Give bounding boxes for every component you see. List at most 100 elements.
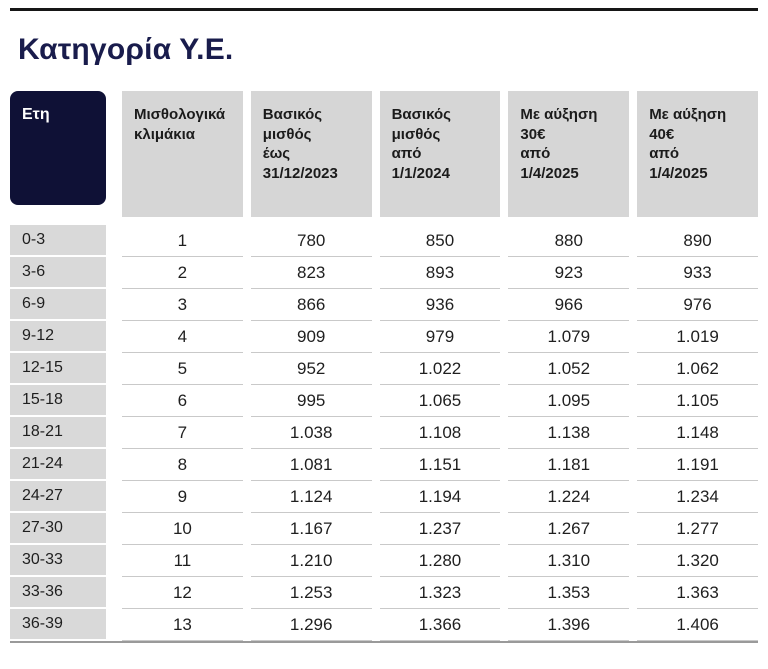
cell-years: 18-21 [10, 417, 106, 449]
cell-increase-40: 1.062 [637, 353, 758, 385]
cell-increase-30: 1.138 [508, 417, 630, 449]
header-increase-30: Με αύξηση 30€ από 1/4/2025 [508, 91, 630, 217]
cell-years: 27-30 [10, 513, 106, 545]
cell-years: 12-15 [10, 353, 106, 385]
salary-table: Ετη Μισθολογικά κλιμάκια Βασικός μισθός … [10, 91, 758, 643]
cell-increase-30: 1.310 [508, 545, 630, 577]
cell-increase-30: 1.181 [508, 449, 630, 481]
table-row: 6-9 3 866 936 966 976 [10, 289, 758, 321]
cell-basic-until-2023: 866 [250, 289, 372, 321]
cell-increase-40: 890 [637, 225, 758, 257]
cell-increase-40: 933 [637, 257, 758, 289]
cell-basic-until-2023: 995 [250, 385, 372, 417]
cell-increase-40: 1.105 [637, 385, 758, 417]
cell-salary-scale: 9 [122, 481, 243, 513]
cell-increase-40: 1.277 [637, 513, 758, 545]
cell-salary-scale: 4 [122, 321, 243, 353]
header-increase-40: Με αύξηση 40€ από 1/4/2025 [637, 91, 758, 217]
table-row: 18-21 7 1.038 1.108 1.138 1.148 [10, 417, 758, 449]
cell-salary-scale: 1 [122, 225, 243, 257]
table-row: 24-27 9 1.124 1.194 1.224 1.234 [10, 481, 758, 513]
table-row: 33-36 12 1.253 1.323 1.353 1.363 [10, 577, 758, 609]
cell-increase-30: 966 [508, 289, 630, 321]
cell-basic-from-2024: 1.151 [379, 449, 501, 481]
header-salary-scale: Μισθολογικά κλιμάκια [122, 91, 243, 217]
cell-years: 6-9 [10, 289, 106, 321]
cell-increase-40: 1.019 [637, 321, 758, 353]
cell-years: 33-36 [10, 577, 106, 609]
header-years: Ετη [10, 91, 106, 205]
cell-basic-from-2024: 850 [379, 225, 501, 257]
cell-basic-until-2023: 1.210 [250, 545, 372, 577]
cell-basic-until-2023: 780 [250, 225, 372, 257]
cell-increase-40: 1.191 [637, 449, 758, 481]
cell-basic-until-2023: 823 [250, 257, 372, 289]
cell-years: 21-24 [10, 449, 106, 481]
cell-increase-30: 1.396 [508, 609, 630, 641]
cell-salary-scale: 3 [122, 289, 243, 321]
cell-years: 3-6 [10, 257, 106, 289]
cell-increase-30: 1.052 [508, 353, 630, 385]
table-row: 15-18 6 995 1.065 1.095 1.105 [10, 385, 758, 417]
cell-basic-until-2023: 1.167 [250, 513, 372, 545]
cell-basic-from-2024: 1.022 [379, 353, 501, 385]
cell-basic-from-2024: 1.108 [379, 417, 501, 449]
table-row: 3-6 2 823 893 923 933 [10, 257, 758, 289]
cell-increase-30: 1.267 [508, 513, 630, 545]
cell-years: 36-39 [10, 609, 106, 641]
table-row: 30-33 11 1.210 1.280 1.310 1.320 [10, 545, 758, 577]
cell-years: 9-12 [10, 321, 106, 353]
table-row: 9-12 4 909 979 1.079 1.019 [10, 321, 758, 353]
cell-basic-from-2024: 979 [379, 321, 501, 353]
cell-increase-30: 1.095 [508, 385, 630, 417]
cell-increase-30: 1.079 [508, 321, 630, 353]
cell-increase-40: 1.363 [637, 577, 758, 609]
cell-increase-40: 976 [637, 289, 758, 321]
cell-increase-30: 1.224 [508, 481, 630, 513]
cell-basic-until-2023: 1.081 [250, 449, 372, 481]
cell-years: 0-3 [10, 225, 106, 257]
cell-basic-until-2023: 1.296 [250, 609, 372, 641]
cell-salary-scale: 11 [122, 545, 243, 577]
cell-years: 24-27 [10, 481, 106, 513]
cell-years: 15-18 [10, 385, 106, 417]
cell-increase-40: 1.234 [637, 481, 758, 513]
cell-basic-from-2024: 1.323 [379, 577, 501, 609]
cell-increase-40: 1.406 [637, 609, 758, 641]
table-row: 27-30 10 1.167 1.237 1.267 1.277 [10, 513, 758, 545]
cell-increase-30: 1.353 [508, 577, 630, 609]
cell-salary-scale: 6 [122, 385, 243, 417]
cell-basic-from-2024: 1.366 [379, 609, 501, 641]
cell-increase-30: 880 [508, 225, 630, 257]
cell-basic-from-2024: 893 [379, 257, 501, 289]
cell-basic-from-2024: 1.065 [379, 385, 501, 417]
cell-increase-40: 1.320 [637, 545, 758, 577]
cell-salary-scale: 2 [122, 257, 243, 289]
table-row: 0-3 1 780 850 880 890 [10, 225, 758, 257]
cell-basic-until-2023: 1.124 [250, 481, 372, 513]
page-title: Κατηγορία Υ.Ε. [18, 33, 234, 66]
cell-basic-from-2024: 936 [379, 289, 501, 321]
cell-salary-scale: 12 [122, 577, 243, 609]
table-row: 21-24 8 1.081 1.151 1.181 1.191 [10, 449, 758, 481]
cell-basic-until-2023: 909 [250, 321, 372, 353]
cell-increase-30: 923 [508, 257, 630, 289]
cell-basic-from-2024: 1.194 [379, 481, 501, 513]
cell-basic-until-2023: 1.253 [250, 577, 372, 609]
cell-salary-scale: 10 [122, 513, 243, 545]
cell-salary-scale: 5 [122, 353, 243, 385]
cell-basic-until-2023: 952 [250, 353, 372, 385]
cell-basic-from-2024: 1.280 [379, 545, 501, 577]
cell-salary-scale: 7 [122, 417, 243, 449]
header-basic-from-2024: Βασικός μισθός από 1/1/2024 [379, 91, 501, 217]
top-rule [10, 8, 758, 11]
cell-basic-from-2024: 1.237 [379, 513, 501, 545]
table-row: 12-15 5 952 1.022 1.052 1.062 [10, 353, 758, 385]
cell-increase-40: 1.148 [637, 417, 758, 449]
cell-salary-scale: 13 [122, 609, 243, 641]
table-row: 36-39 13 1.296 1.366 1.396 1.406 [10, 609, 758, 641]
table-body: 0-3 1 780 850 880 890 3-6 2 823 893 923 … [10, 225, 758, 643]
cell-salary-scale: 8 [122, 449, 243, 481]
header-basic-until-2023: Βασικός μισθός έως 31/12/2023 [250, 91, 372, 217]
